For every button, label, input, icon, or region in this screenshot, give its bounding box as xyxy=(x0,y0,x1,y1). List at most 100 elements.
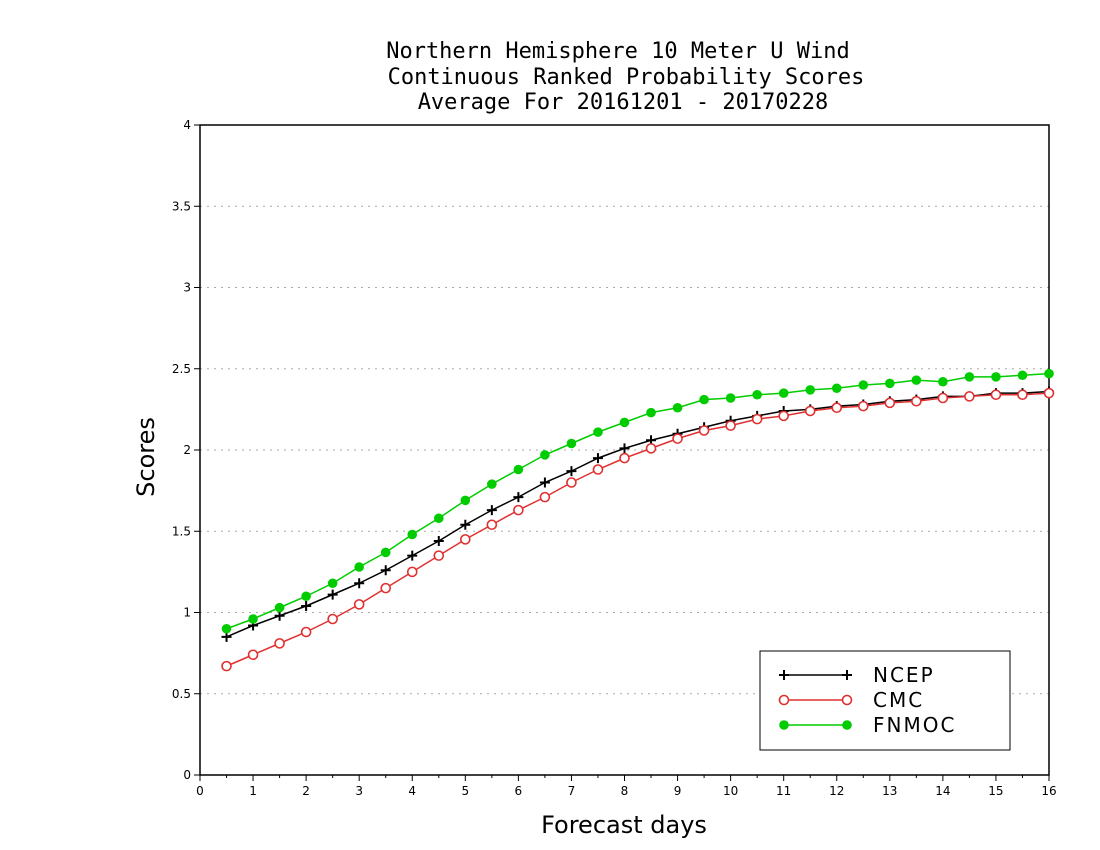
legend-entry-ncep: NCEP xyxy=(779,663,933,687)
cmc-point xyxy=(460,534,471,545)
title-line-1: Northern Hemisphere 10 Meter U Wind xyxy=(386,39,850,64)
fnmoc-point xyxy=(274,602,285,613)
cmc-point xyxy=(221,660,232,672)
ncep-point xyxy=(354,578,365,589)
legend-marker-ncep xyxy=(779,670,789,680)
cmc-point xyxy=(911,395,922,407)
fnmoc-point xyxy=(752,389,762,400)
gridlines xyxy=(200,205,1049,695)
cmc-point xyxy=(857,400,869,412)
y-tick-label: 2 xyxy=(183,443,191,457)
legend-entry-fnmoc: FNMOC xyxy=(779,713,956,737)
fnmoc-point xyxy=(858,380,869,390)
ncep-point xyxy=(301,601,312,611)
legend-marker-fnmoc xyxy=(842,720,852,730)
x-tick-label: 13 xyxy=(882,784,897,798)
fnmoc-point xyxy=(911,375,922,385)
y-tick-label: 3.5 xyxy=(172,199,191,213)
fnmoc-point xyxy=(1044,368,1054,379)
y-tick-label: 0 xyxy=(183,768,191,782)
cmc-point xyxy=(884,397,896,409)
x-tick-label: 12 xyxy=(829,784,844,798)
legend-label-fnmoc: FNMOC xyxy=(873,713,956,737)
x-tick-label: 1 xyxy=(249,784,257,798)
ncep-point xyxy=(407,550,418,561)
ncep-point xyxy=(380,565,391,576)
fnmoc-point xyxy=(433,513,444,524)
ncep-point xyxy=(460,519,471,530)
y-axis-label: Scores xyxy=(132,417,160,497)
cmc-point xyxy=(725,420,736,431)
fnmoc-point xyxy=(380,547,391,558)
fnmoc-point xyxy=(831,383,842,394)
fnmoc-point xyxy=(460,495,471,506)
series-layer xyxy=(221,368,1055,672)
legend-label-cmc: CMC xyxy=(873,688,924,712)
legend-marker-ncep xyxy=(842,670,852,680)
fnmoc-point xyxy=(672,402,683,413)
ncep-point xyxy=(327,589,338,600)
fnmoc-point xyxy=(1017,370,1028,381)
fnmoc-point xyxy=(593,427,603,437)
cmc-point xyxy=(672,433,683,444)
y-tick-label: 1 xyxy=(183,606,191,620)
cmc-point xyxy=(486,519,498,531)
title-line-2: Continuous Ranked Probability Scores xyxy=(388,65,865,90)
cmc-point xyxy=(937,392,949,404)
y-tick-label: 2.5 xyxy=(172,362,191,376)
cmc-point xyxy=(300,626,312,638)
y-tick-label: 4 xyxy=(183,118,191,132)
cmc-point xyxy=(247,649,259,661)
ncep-line xyxy=(226,390,1050,638)
fnmoc-point xyxy=(885,378,895,389)
cmc-point xyxy=(698,425,710,436)
cmc-point xyxy=(513,504,524,516)
chart-title: Northern Hemisphere 10 Meter U Wind Cont… xyxy=(386,39,864,115)
legend-marker-cmc xyxy=(778,694,790,706)
cmc-point xyxy=(380,582,392,594)
x-tick-label: 3 xyxy=(355,784,363,798)
fnmoc-line xyxy=(226,372,1050,630)
fnmoc-point xyxy=(938,376,948,387)
cmc-point xyxy=(990,389,1002,401)
y-tick-label: 0.5 xyxy=(172,687,191,701)
cmc-point xyxy=(327,613,338,625)
cmc-point xyxy=(1043,387,1055,399)
cmc-point xyxy=(645,443,657,454)
fnmoc-point xyxy=(513,464,524,475)
fnmoc-point xyxy=(619,417,630,428)
fnmoc-point xyxy=(407,529,418,540)
x-tick-label: 9 xyxy=(674,784,682,798)
cmc-point xyxy=(566,477,577,488)
fnmoc-point xyxy=(566,438,577,449)
series-ncep xyxy=(221,386,1054,642)
fnmoc-point xyxy=(805,385,816,395)
ncep-point xyxy=(433,536,444,546)
x-tick-label: 10 xyxy=(723,784,738,798)
x-tick-label: 8 xyxy=(621,784,629,798)
cmc-point xyxy=(804,405,816,417)
fnmoc-point xyxy=(487,479,497,489)
fnmoc-point xyxy=(540,450,550,460)
fnmoc-point xyxy=(646,407,656,418)
x-tick-label: 14 xyxy=(935,784,950,798)
legend-marker-cmc xyxy=(841,694,853,706)
cmc-point xyxy=(406,566,418,578)
x-tick-label: 0 xyxy=(196,784,204,798)
x-tick-label: 15 xyxy=(988,784,1003,798)
y-tick-label: 1.5 xyxy=(172,524,191,538)
x-tick-label: 2 xyxy=(302,784,310,798)
cmc-point xyxy=(539,491,551,503)
x-axis-label: Forecast days xyxy=(541,811,707,839)
cmc-point xyxy=(274,638,285,649)
legend-marker-fnmoc xyxy=(779,720,789,730)
cmc-point xyxy=(831,402,843,414)
ncep-point xyxy=(566,466,577,477)
fnmoc-point xyxy=(964,372,975,382)
cmc-point xyxy=(433,550,445,561)
fnmoc-point xyxy=(327,578,338,589)
cmc-point xyxy=(353,599,365,610)
title-line-3: Average For 20161201 - 20170228 xyxy=(418,90,829,115)
ncep-point xyxy=(619,443,630,454)
